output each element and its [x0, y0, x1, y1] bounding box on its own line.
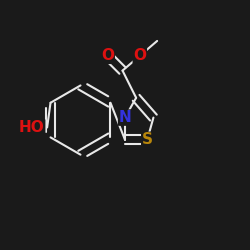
Text: N: N: [119, 110, 132, 125]
Text: O: O: [133, 48, 146, 63]
Text: S: S: [142, 132, 153, 147]
Text: O: O: [101, 48, 114, 63]
Text: HO: HO: [19, 120, 45, 135]
